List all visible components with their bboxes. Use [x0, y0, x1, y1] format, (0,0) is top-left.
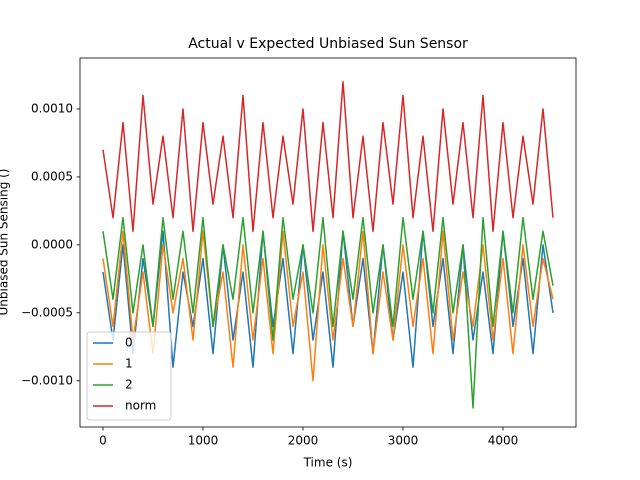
legend-label: 0	[125, 336, 133, 350]
x-tick-label: 2000	[288, 434, 319, 448]
legend-label: norm	[125, 399, 156, 413]
x-tick-label: 3000	[388, 434, 419, 448]
plot-frame	[79, 57, 577, 428]
x-tick-label: 1000	[188, 434, 219, 448]
line-series	[102, 81, 554, 233]
x-axis-label: Time (s)	[303, 456, 353, 470]
y-tick-label: 0.0010	[31, 101, 73, 115]
legend-box	[86, 331, 172, 421]
y-tick-label: −0.0010	[21, 373, 73, 387]
y-tick-label: 0.0000	[31, 237, 73, 251]
legend-label: 1	[125, 357, 133, 371]
y-tick-label: −0.0005	[21, 305, 73, 319]
x-tick-label: 4000	[488, 434, 519, 448]
chart-title: Actual v Expected Unbiased Sun Sensor	[188, 36, 468, 52]
legend-label: 2	[125, 378, 133, 392]
line-series	[102, 230, 554, 382]
y-tick-label: 0.0005	[31, 169, 73, 183]
legend: 0 1 2 norm	[86, 331, 172, 421]
y-axis-label: Unbiased Sun Sensing ()	[0, 169, 11, 316]
x-tick-label: 0	[99, 434, 107, 448]
line-series	[102, 216, 554, 409]
